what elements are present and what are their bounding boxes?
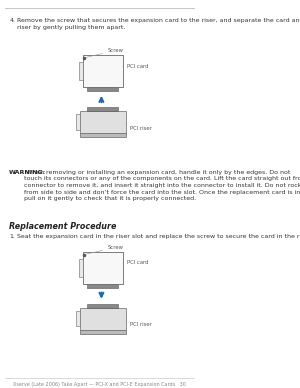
Bar: [79, 62, 83, 80]
Text: PCI riser: PCI riser: [126, 321, 152, 327]
Bar: [88, 284, 118, 288]
Text: PCI card: PCI card: [123, 64, 148, 69]
Bar: [83, 55, 123, 87]
Bar: [88, 87, 118, 91]
Text: Remove the screw that secures the expansion card to the riser, and separate the : Remove the screw that secures the expans…: [17, 18, 300, 29]
Bar: [76, 114, 80, 130]
Text: Screw: Screw: [86, 48, 124, 57]
Bar: [76, 311, 80, 326]
Text: Seat the expansion card in the riser slot and replace the screw to secure the ca: Seat the expansion card in the riser slo…: [17, 234, 300, 239]
Text: Replacement Procedure: Replacement Procedure: [9, 222, 117, 231]
Text: Xserve (Late 2006) Take Apart — PCI-X and PCI-E Expansion Cards   30: Xserve (Late 2006) Take Apart — PCI-X an…: [13, 382, 186, 386]
Bar: [80, 330, 126, 334]
Text: 1.: 1.: [9, 234, 15, 239]
Bar: [79, 259, 83, 277]
Bar: [80, 133, 126, 137]
Text: PCI card: PCI card: [123, 260, 148, 265]
Text: When removing or installing an expansion card, handle it only by the edges. Do n: When removing or installing an expansion…: [24, 170, 300, 201]
Bar: [80, 111, 126, 133]
Text: WARNING:: WARNING:: [9, 170, 46, 175]
Text: Screw: Screw: [86, 245, 124, 254]
Text: 4.: 4.: [9, 18, 15, 23]
Bar: [88, 107, 118, 111]
Text: PCI riser: PCI riser: [126, 124, 152, 131]
Bar: [83, 252, 123, 284]
Bar: [88, 304, 118, 308]
Bar: [80, 308, 126, 330]
